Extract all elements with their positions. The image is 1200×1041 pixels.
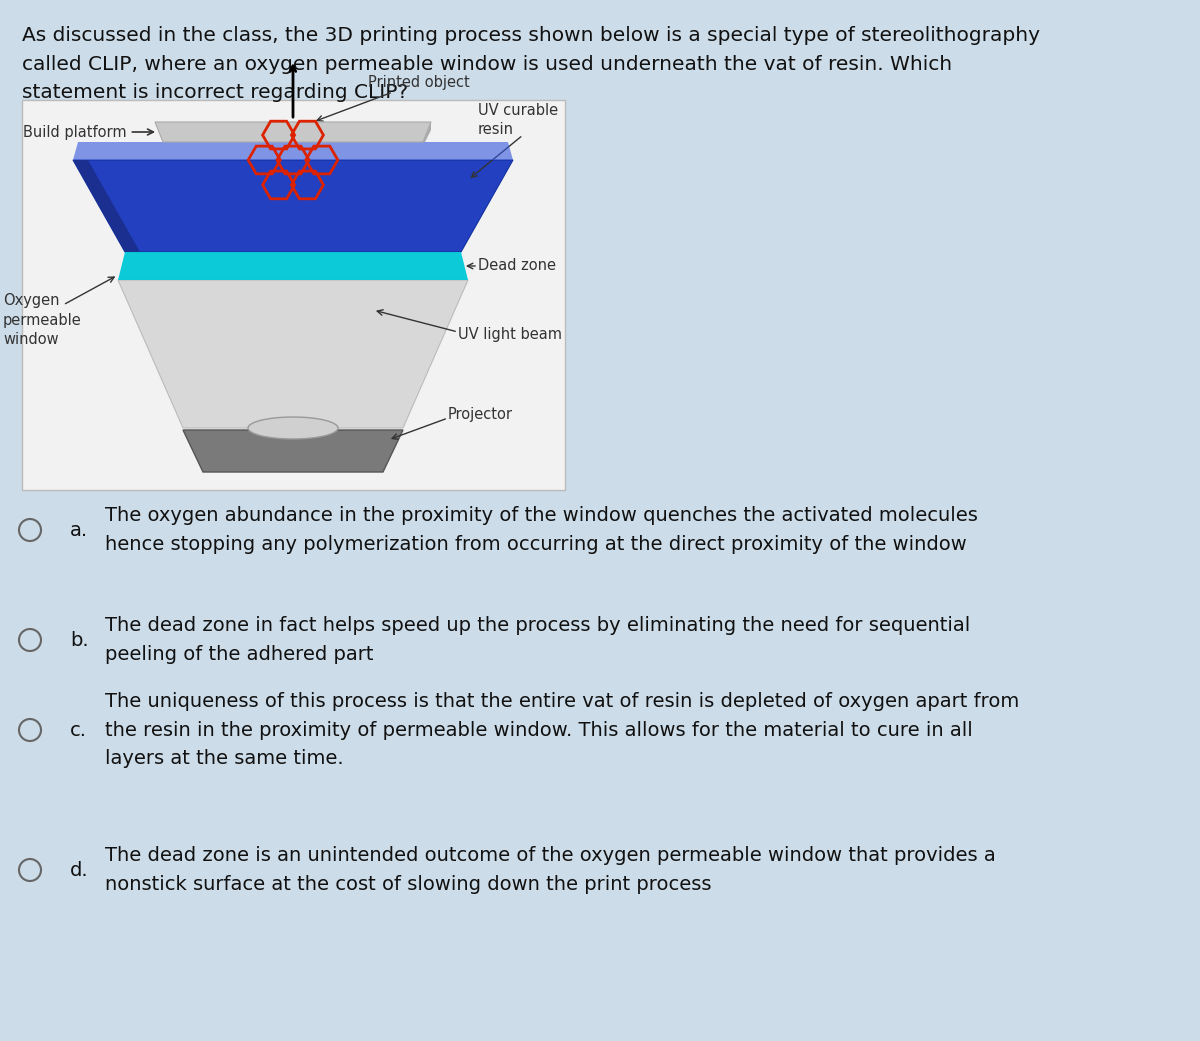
Text: UV light beam: UV light beam (458, 328, 562, 342)
Polygon shape (118, 252, 468, 280)
Text: Projector: Projector (448, 407, 514, 423)
FancyBboxPatch shape (22, 100, 565, 490)
Polygon shape (118, 280, 468, 428)
Text: The uniqueness of this process is that the entire vat of resin is depleted of ox: The uniqueness of this process is that t… (106, 692, 1019, 768)
Text: Oxygen
permeable
window: Oxygen permeable window (2, 293, 82, 348)
Polygon shape (73, 160, 140, 252)
Text: Build platform: Build platform (23, 125, 154, 139)
Text: The oxygen abundance in the proximity of the window quenches the activated molec: The oxygen abundance in the proximity of… (106, 506, 978, 554)
Text: c.: c. (70, 720, 88, 739)
Text: a.: a. (70, 520, 88, 539)
Text: As discussed in the class, the 3D printing process shown below is a special type: As discussed in the class, the 3D printi… (22, 26, 1040, 102)
Polygon shape (182, 430, 403, 472)
Polygon shape (73, 142, 514, 160)
Text: UV curable
resin: UV curable resin (478, 103, 558, 137)
Polygon shape (73, 160, 514, 252)
Ellipse shape (248, 417, 338, 439)
Text: b.: b. (70, 631, 89, 650)
Text: Printed object: Printed object (368, 75, 469, 90)
Text: The dead zone in fact helps speed up the process by eliminating the need for seq: The dead zone in fact helps speed up the… (106, 616, 971, 664)
Polygon shape (155, 122, 431, 142)
Text: Dead zone: Dead zone (478, 258, 556, 274)
Polygon shape (424, 122, 431, 142)
Text: The dead zone is an unintended outcome of the oxygen permeable window that provi: The dead zone is an unintended outcome o… (106, 846, 996, 894)
Text: d.: d. (70, 861, 89, 880)
